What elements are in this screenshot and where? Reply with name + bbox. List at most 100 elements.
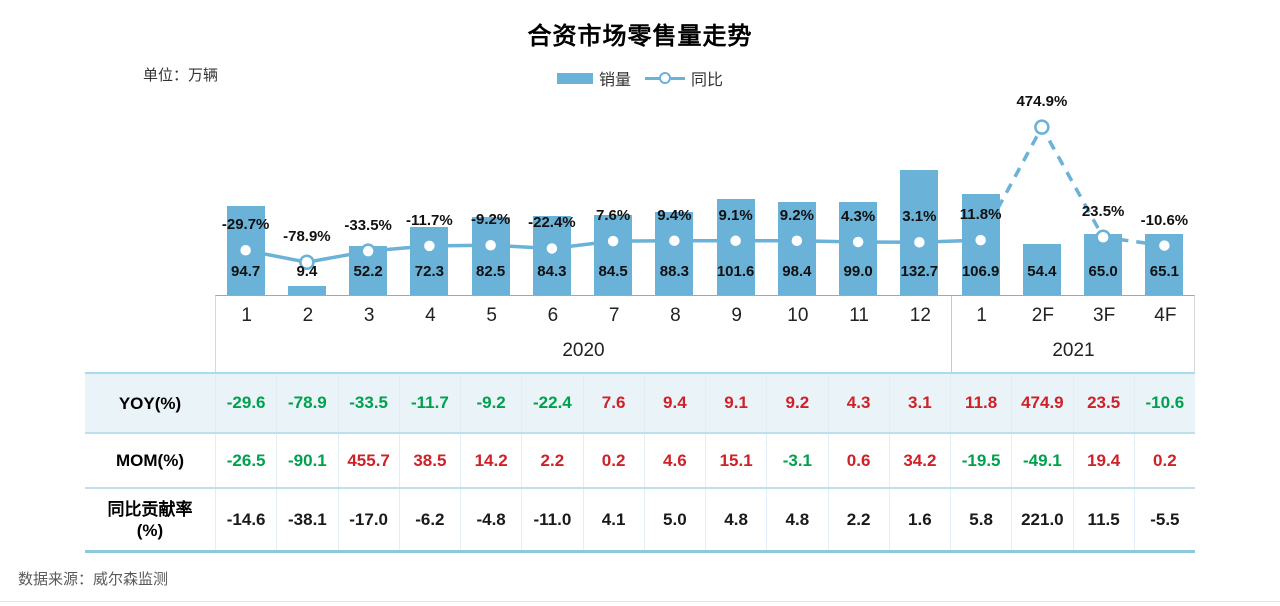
yoy-percent-label: 9.4% <box>657 206 692 224</box>
table-cell-value[interactable]: 1.6 <box>888 489 950 550</box>
table-cell-value[interactable]: 34.2 <box>888 434 950 487</box>
table-cell-value[interactable]: -17.0 <box>337 489 399 550</box>
yoy-percent-label: -29.7% <box>221 216 270 234</box>
table-cell-value[interactable]: -11.7 <box>398 374 460 432</box>
legend-label-yoy: 同比 <box>691 72 724 89</box>
row-header-label: 同比贡献率 (%) <box>107 499 193 540</box>
x-axis-month-label[interactable]: 1 <box>976 305 987 326</box>
table-cell-value[interactable]: -14.6 <box>215 489 276 550</box>
yoy-point-marker[interactable] <box>1034 119 1050 135</box>
table-cell-value[interactable]: 0.6 <box>827 434 889 487</box>
table-cell-value[interactable]: 2.2 <box>521 434 582 487</box>
table-cell-value[interactable]: -4.8 <box>460 489 521 550</box>
table-cell-value[interactable]: 4.8 <box>705 489 766 550</box>
table-cell-value[interactable]: 474.9 <box>1011 374 1072 432</box>
x-axis-month-label[interactable]: 6 <box>547 305 559 326</box>
table-cell-value[interactable]: -78.9 <box>276 374 337 432</box>
table-cell-value[interactable]: -19.5 <box>950 434 1011 487</box>
table-cell-value[interactable]: -29.6 <box>215 374 276 432</box>
x-axis-year-label[interactable]: 2021 <box>1052 340 1095 361</box>
table-row: MOM(%) -26.5 -90.1 455.7 38.5 14.2 2.2 0.2 4.6 15… <box>85 432 1195 487</box>
sales-bar[interactable] <box>410 226 449 295</box>
table-cell-value[interactable]: -26.5 <box>215 434 276 487</box>
table-cell-value[interactable]: -6.2 <box>398 489 460 550</box>
sales-value-label: 9.4 <box>296 263 318 280</box>
x-axis-month-label[interactable]: 4F <box>1154 305 1177 326</box>
table-cell-value[interactable]: 9.2 <box>766 374 827 432</box>
x-axis-month-label[interactable]: 7 <box>608 305 620 326</box>
table-cell-value[interactable]: 2.2 <box>827 489 889 550</box>
table-cell-value[interactable]: 11.8 <box>950 374 1011 432</box>
table-cell-value[interactable]: -90.1 <box>276 434 337 487</box>
table-cell-value[interactable]: 4.6 <box>643 434 705 487</box>
x-axis-month-label[interactable]: 3 <box>363 305 375 326</box>
table-cell-value[interactable]: -9.2 <box>460 374 521 432</box>
table-cell-value[interactable]: -10.6 <box>1133 374 1195 432</box>
sales-bar[interactable] <box>655 211 694 295</box>
table-cell-value[interactable]: 4.1 <box>582 489 644 550</box>
table-cell-value[interactable]: -38.1 <box>276 489 337 550</box>
table-cell-value[interactable]: -11.0 <box>521 489 582 550</box>
table-row: YOY(%) -29.6 -78.9 -33.5 -11.7 -9.2 -22.4 7.6 9.… <box>85 374 1195 432</box>
table-cell-value[interactable]: -5.5 <box>1133 489 1195 550</box>
x-axis-month-label[interactable]: 11 <box>849 305 869 326</box>
x-axis-month-label[interactable]: 2F <box>1031 305 1054 326</box>
unit-label: 单位：万辆 <box>143 67 219 84</box>
table-cell-value[interactable]: 14.2 <box>460 434 521 487</box>
yoy-percent-label: 9.2% <box>779 206 814 224</box>
table-cell-value[interactable]: 19.4 <box>1072 434 1134 487</box>
table-cell-value[interactable]: -33.5 <box>337 374 399 432</box>
sales-value-label: 54.4 <box>1027 263 1057 280</box>
table-cell-value[interactable]: 0.2 <box>1133 434 1195 487</box>
table-cell-value[interactable]: 5.0 <box>643 489 705 550</box>
chart-title: 合资市场零售量走势 <box>527 23 753 50</box>
table-cell-value[interactable]: 7.6 <box>582 374 644 432</box>
table-cell-value[interactable]: 4.3 <box>827 374 889 432</box>
line-marker-swatch-icon <box>645 71 685 85</box>
table-cell-value[interactable]: 4.8 <box>766 489 827 550</box>
x-axis-month-label[interactable]: 8 <box>670 305 681 326</box>
yoy-percent-label: 9.1% <box>718 206 753 224</box>
table-cell-value[interactable]: 5.8 <box>950 489 1011 550</box>
sales-bar[interactable] <box>287 286 326 295</box>
x-axis-month-label[interactable]: 12 <box>909 305 931 326</box>
table-cell-value[interactable]: 455.7 <box>337 434 399 487</box>
x-axis-month-label[interactable]: 1 <box>241 305 252 326</box>
year-group-divider <box>951 296 952 373</box>
table-cell-value[interactable]: -3.1 <box>766 434 827 487</box>
table-cell-value[interactable]: 38.5 <box>398 434 460 487</box>
row-header-label: YOY(%) <box>118 393 182 413</box>
table-cell-value[interactable]: -49.1 <box>1011 434 1072 487</box>
table-cell-value[interactable]: 23.5 <box>1072 374 1134 432</box>
sales-value-label: 88.3 <box>659 263 689 280</box>
sales-value-label: 101.6 <box>716 263 755 280</box>
sales-value-label: 84.3 <box>537 263 567 280</box>
x-axis-month-label[interactable]: 10 <box>787 305 809 326</box>
sales-bar[interactable] <box>900 170 939 295</box>
table-cell-value[interactable]: 15.1 <box>705 434 766 487</box>
yoy-percent-label: -78.9% <box>283 228 331 246</box>
legend-item-sales[interactable]: 销量 <box>556 66 631 90</box>
x-axis-year-label[interactable]: 2020 <box>562 340 605 361</box>
table-cell-value[interactable]: 11.5 <box>1072 489 1134 550</box>
table-cell-value[interactable]: 0.2 <box>582 434 644 487</box>
table-cell-value[interactable]: 9.1 <box>705 374 766 432</box>
x-axis-month-label[interactable]: 3F <box>1093 305 1116 326</box>
sales-bar[interactable] <box>471 217 510 295</box>
x-axis-month-label[interactable]: 2 <box>302 305 314 326</box>
data-source-note: 数据来源：威尔森监测 <box>18 571 169 588</box>
legend-item-yoy[interactable]: 同比 <box>645 66 723 90</box>
table-cell-value[interactable]: 3.1 <box>888 374 950 432</box>
sales-bar[interactable] <box>594 215 633 295</box>
table-cell-value[interactable]: -22.4 <box>521 374 582 432</box>
x-axis-month-label[interactable]: 5 <box>486 305 497 326</box>
sales-bar[interactable] <box>1022 243 1061 295</box>
yoy-percent-label: 7.6% <box>596 207 631 225</box>
table-cell-value[interactable]: 9.4 <box>643 374 705 432</box>
table-cell-value[interactable]: 221.0 <box>1011 489 1072 550</box>
yoy-percent-label: -33.5% <box>344 217 392 235</box>
x-axis-month-label[interactable]: 9 <box>731 305 742 326</box>
x-axis-month-label[interactable]: 4 <box>425 305 436 326</box>
sales-value-label: 65.1 <box>1149 263 1179 280</box>
